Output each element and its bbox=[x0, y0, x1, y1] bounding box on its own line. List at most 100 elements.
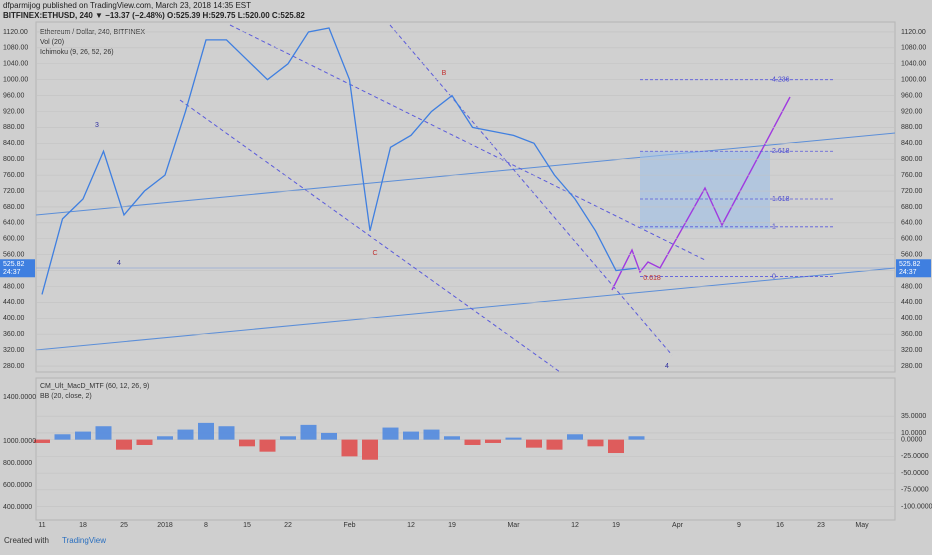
trend-line bbox=[35, 267, 896, 351]
macd-bar bbox=[177, 429, 194, 440]
projection bbox=[611, 96, 791, 291]
fib-label: 1.618 bbox=[772, 196, 790, 203]
y-tick-label: 360.00 bbox=[901, 331, 923, 338]
fib-label: 2.618 bbox=[772, 148, 790, 155]
x-tick-label: 2018 bbox=[157, 522, 173, 529]
wave-label: 0.618 bbox=[643, 275, 661, 282]
macd-bar bbox=[280, 436, 296, 440]
fib-label: 0 bbox=[772, 273, 776, 280]
y2-tick-label: 600.0000 bbox=[3, 482, 32, 489]
y-tick-label: 440.00 bbox=[3, 299, 25, 306]
macd-bar bbox=[54, 434, 71, 440]
y-tick-label: -50.0000 bbox=[901, 470, 929, 477]
x-tick-label: 19 bbox=[612, 522, 620, 529]
fib-label: 4.236 bbox=[772, 77, 790, 84]
x-tick-label: 23 bbox=[817, 522, 825, 529]
y-tick-label: 400.00 bbox=[901, 315, 923, 322]
macd-bar bbox=[116, 439, 132, 450]
price-tag bbox=[896, 259, 931, 278]
y-tick-label: -100.0000 bbox=[901, 503, 932, 510]
y-tick-label: 1080.00 bbox=[901, 45, 926, 52]
price-tag bbox=[0, 259, 35, 278]
indicator: Ichimoku (9, 26, 52, 26) bbox=[40, 49, 114, 56]
y-tick-label: 600.00 bbox=[901, 236, 923, 243]
wave-label: C bbox=[372, 250, 377, 257]
macd-bar bbox=[259, 439, 276, 452]
y-tick-label: 400.00 bbox=[3, 315, 25, 322]
macd-bar bbox=[444, 436, 460, 440]
x-tick-label: 25 bbox=[120, 522, 128, 529]
y-tick-label: 720.00 bbox=[3, 188, 25, 195]
x-tick-label: 19 bbox=[448, 522, 456, 529]
y-tick-label: 680.00 bbox=[901, 204, 923, 211]
y-tick-label: 680.00 bbox=[3, 204, 25, 211]
target-box bbox=[640, 151, 770, 229]
macd-bar bbox=[587, 439, 604, 447]
y-tick-label: 760.00 bbox=[901, 172, 923, 179]
macd-bar bbox=[382, 427, 399, 440]
y-tick-label: 1040.00 bbox=[901, 61, 926, 68]
y-tick-label: 280.00 bbox=[3, 363, 25, 370]
x-tick-label: 9 bbox=[737, 522, 741, 529]
macd-bar bbox=[95, 426, 112, 440]
y-tick-label: 720.00 bbox=[901, 188, 923, 195]
macd-bar bbox=[526, 439, 542, 448]
y-tick-label: 360.00 bbox=[3, 331, 25, 338]
macd-bar bbox=[485, 439, 501, 443]
macd-bar bbox=[362, 439, 378, 460]
x-tick-label: 8 bbox=[204, 522, 208, 529]
quote: BITFINEX:ETHUSD, 240 ▼ −13.37 (−2.48%) O… bbox=[3, 11, 305, 20]
macd-bar bbox=[464, 439, 481, 445]
y-tick-label: 640.00 bbox=[901, 220, 923, 227]
fib-label: 1 bbox=[772, 224, 776, 231]
y2-tick-label: 1000.0000 bbox=[3, 438, 36, 445]
y-tick-label: 35.0000 bbox=[901, 413, 926, 420]
macd-bar bbox=[567, 434, 583, 440]
price-tag-label: 525.82 bbox=[899, 261, 921, 268]
publisher: dfparmijog published on TradingView.com,… bbox=[3, 1, 251, 10]
y-tick-label: 320.00 bbox=[3, 347, 25, 354]
chart-title: Ethereum / Dollar, 240, BITFINEX bbox=[40, 29, 145, 36]
y-tick-label: 1000.00 bbox=[901, 77, 926, 84]
x-tick-label: 22 bbox=[284, 522, 292, 529]
y-tick-label: -75.0000 bbox=[901, 487, 929, 494]
y-tick-label: -25.0000 bbox=[901, 453, 929, 460]
x-tick-label: 16 bbox=[776, 522, 784, 529]
y-tick-label: 1120.00 bbox=[901, 29, 926, 36]
y-tick-label: 800.00 bbox=[901, 156, 923, 163]
price-line bbox=[41, 27, 637, 295]
macd-bar bbox=[608, 439, 624, 454]
countdown: 24:37 bbox=[899, 269, 917, 276]
macd-panel bbox=[35, 377, 896, 521]
macd-bar bbox=[341, 439, 358, 457]
macd-bar bbox=[546, 439, 563, 450]
y-tick-label: 880.00 bbox=[901, 124, 923, 131]
y-tick-label: 480.00 bbox=[3, 283, 25, 290]
y-tick-label: 960.00 bbox=[3, 92, 25, 99]
wave-label: 3 bbox=[95, 122, 99, 129]
macd-bar bbox=[403, 431, 419, 440]
macd-bar bbox=[218, 426, 235, 440]
wave-label: 4 bbox=[665, 363, 669, 370]
y-tick-label: 960.00 bbox=[901, 92, 923, 99]
y-tick-label: 880.00 bbox=[3, 124, 25, 131]
footer-brand: TradingView bbox=[62, 536, 106, 545]
y2-tick-label: 1400.0000 bbox=[3, 394, 36, 401]
x-tick-label: May bbox=[855, 522, 869, 529]
y2-tick-label: 800.0000 bbox=[3, 460, 32, 467]
x-tick-label: Mar bbox=[507, 522, 520, 529]
y-tick-label: 840.00 bbox=[3, 140, 25, 147]
macd-bar bbox=[198, 422, 214, 440]
y-tick-label: 1040.00 bbox=[3, 61, 28, 68]
x-tick-label: 12 bbox=[407, 522, 415, 529]
channel-line bbox=[229, 24, 706, 261]
macd-bar bbox=[423, 429, 440, 440]
x-tick-label: Feb bbox=[343, 522, 355, 529]
y-tick-label: 1120.00 bbox=[3, 29, 28, 36]
macd-bar bbox=[239, 439, 255, 447]
footer-created: Created with bbox=[4, 536, 49, 545]
y-tick-label: 280.00 bbox=[901, 363, 923, 370]
x-tick-label: 18 bbox=[79, 522, 87, 529]
y-tick-label: 320.00 bbox=[901, 347, 923, 354]
x-tick-label: Apr bbox=[672, 522, 684, 529]
